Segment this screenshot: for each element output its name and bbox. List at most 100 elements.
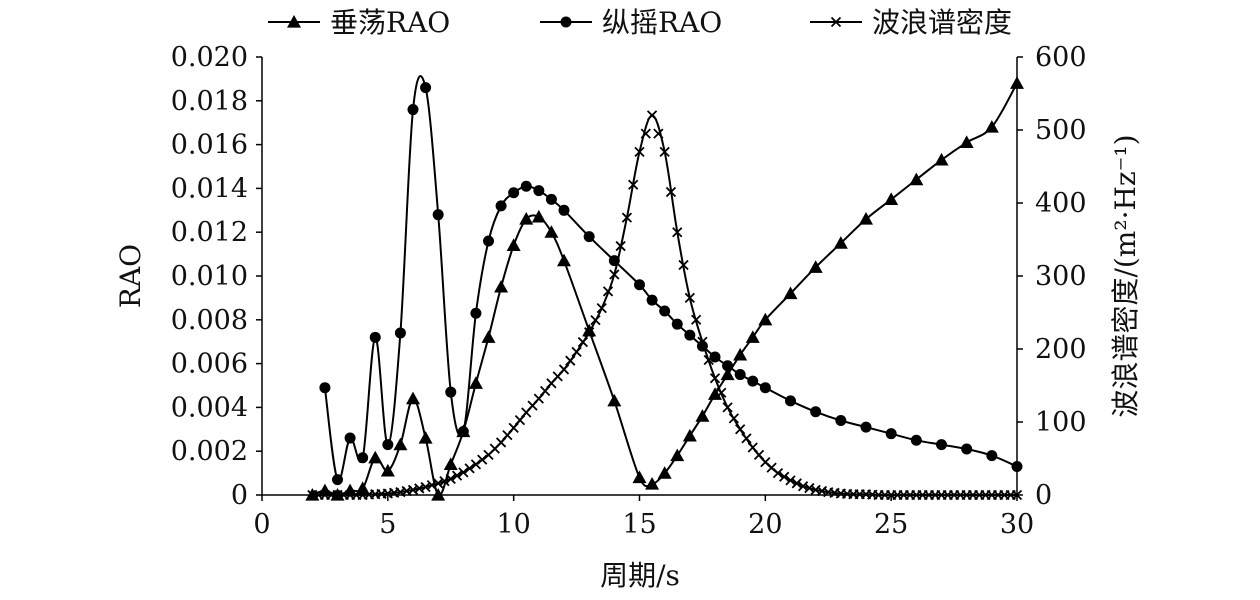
y-tick-label: 0.012 — [171, 217, 248, 248]
wave-spectrum-point-stroke-b — [602, 286, 614, 297]
wave-spectrum-point-stroke-b — [980, 489, 991, 501]
y-tick-label: 0.008 — [171, 305, 248, 336]
pitch-rao-point — [445, 386, 457, 398]
wave-spectrum-point — [930, 489, 941, 501]
wave-spectrum-point-stroke-b — [414, 483, 425, 494]
x-tick-label: 10 — [496, 509, 530, 540]
wave-spectrum-point — [653, 128, 664, 139]
wave-spectrum-point-stroke-b — [653, 128, 664, 139]
heave-rao-point — [531, 209, 546, 223]
pitch-rao-point — [722, 360, 734, 372]
wave-spectrum-point — [414, 483, 425, 494]
wave-spectrum-point — [917, 489, 928, 501]
legend: 垂荡RAO 纵摇RAO 波浪谱密度 — [268, 6, 1012, 39]
wave-spectrum-point — [684, 292, 695, 304]
wave-spectrum-point — [892, 489, 903, 501]
wave-spectrum-point — [697, 336, 708, 347]
x-tick-label: 30 — [1000, 509, 1034, 540]
heave-rao-point — [670, 448, 685, 462]
heave-rao-point — [758, 312, 773, 326]
wave-spectrum-point — [584, 327, 595, 338]
wave-spectrum-point — [615, 240, 626, 252]
wave-spectrum-point-stroke-b — [716, 387, 727, 398]
wave-spectrum-point — [967, 489, 979, 501]
x-axis-title: 周期/s — [600, 559, 680, 592]
y-tick-label: 0.020 — [171, 42, 248, 73]
wave-spectrum-point-stroke-b — [753, 449, 765, 460]
wave-spectrum-point — [477, 454, 488, 465]
heave-rao-point — [418, 431, 433, 444]
wave-spectrum-point-stroke-b — [690, 314, 702, 325]
wave-spectrum-point-stroke-b — [766, 462, 777, 473]
pitch-rao-point — [860, 421, 872, 433]
legend-label: 纵摇RAO — [602, 6, 722, 39]
pitch-rao-point — [709, 351, 721, 363]
wave-spectrum-point-stroke-b — [326, 489, 337, 501]
pitch-rao-point — [936, 439, 947, 451]
wave-spectrum-point-stroke-b — [477, 454, 488, 465]
wave-spectrum-point — [338, 489, 349, 501]
pitch-rao-point — [671, 318, 683, 330]
pitch-rao-point — [835, 415, 847, 427]
wave-spectrum-point — [602, 286, 614, 297]
wave-spectrum-point-stroke-b — [407, 484, 419, 496]
wave-spectrum-point — [665, 186, 677, 198]
wave-spectrum-point — [502, 430, 513, 441]
wave-spectrum-point-stroke-b — [772, 467, 784, 479]
y2-tick-label: 0 — [1035, 480, 1052, 511]
wave-spectrum-point-stroke-b — [514, 415, 526, 426]
wave-spectrum-point-stroke-b — [388, 487, 400, 498]
heave-rao-point — [557, 253, 571, 267]
wave-spectrum-point-stroke-b — [539, 385, 551, 397]
wave-spectrum-point-stroke-b — [659, 146, 670, 158]
y-tick-label: 0.010 — [171, 261, 248, 292]
wave-spectrum-point-stroke-b — [741, 433, 752, 444]
x-tick-label: 0 — [253, 509, 270, 540]
pitch-rao-point — [495, 200, 507, 212]
legend-marker — [560, 16, 572, 28]
wave-spectrum-point-stroke-b — [892, 489, 903, 501]
y-tick-label: 0.016 — [171, 130, 248, 161]
wave-spectrum-point — [735, 424, 746, 435]
wave-spectrum-point — [451, 470, 463, 481]
heave-rao-point — [733, 347, 748, 361]
wave-spectrum-point — [728, 413, 740, 424]
wave-spectrum-point-stroke-b — [728, 413, 740, 424]
wave-spectrum-point-stroke-b — [609, 269, 620, 280]
wave-spectrum-point-stroke-b — [445, 473, 456, 485]
heave-rao-point — [519, 212, 534, 225]
wave-spectrum-point — [867, 489, 878, 500]
pitch-rao-point — [319, 382, 331, 394]
wave-spectrum-point — [1005, 489, 1016, 501]
wave-spectrum-point — [879, 489, 891, 501]
wave-spectrum-point-stroke-b — [451, 470, 463, 481]
wave-spectrum-point — [640, 128, 651, 139]
pitch-rao-point — [785, 395, 796, 407]
legend-marker-stroke-b — [830, 16, 842, 28]
heave-rao-point — [544, 225, 559, 238]
wave-spectrum-point-stroke-b — [621, 212, 633, 223]
heave-rao-line — [311, 82, 1018, 497]
heave-rao-point — [934, 152, 949, 166]
wave-spectrum-point — [804, 482, 815, 494]
legend-label: 波浪谱密度 — [872, 6, 1012, 39]
wave-spectrum-point-stroke-b — [967, 489, 979, 501]
heave-rao-point — [494, 279, 509, 293]
wave-spectrum-point — [854, 489, 865, 500]
pitch-rao-point — [508, 187, 520, 199]
wave-spectrum-point — [722, 402, 733, 413]
wave-spectrum-point-stroke-b — [634, 146, 645, 158]
pitch-rao-point — [759, 382, 771, 394]
pitch-rao-point — [747, 375, 759, 387]
wave-spectrum-point — [565, 355, 576, 366]
wave-spectrum-point — [634, 146, 645, 158]
wave-spectrum-point — [577, 336, 589, 348]
wave-spectrum-point-stroke-b — [584, 327, 595, 338]
heave-rao-point — [884, 192, 899, 205]
wave-spectrum-point — [527, 400, 538, 411]
pitch-rao-point — [332, 474, 343, 486]
pitch-rao-line — [323, 75, 1018, 482]
wave-spectrum-point-stroke-b — [527, 400, 538, 411]
pitch-rao-point — [483, 235, 494, 247]
wave-spectrum-point — [426, 480, 438, 491]
